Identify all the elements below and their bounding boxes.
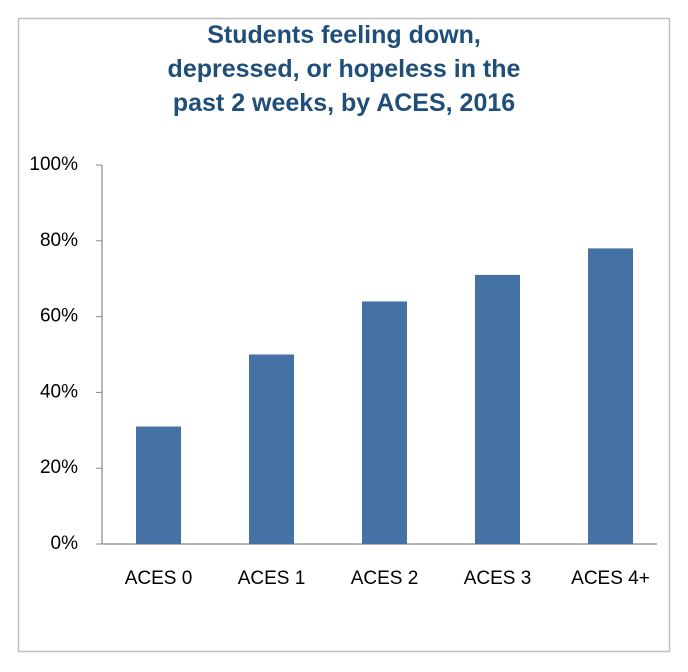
y-tick-label: 60% — [40, 306, 78, 327]
bar — [588, 248, 633, 544]
x-tick-label: ACES 4+ — [571, 568, 650, 589]
bar — [475, 274, 520, 544]
bar — [249, 354, 294, 544]
x-tick-label: ACES 1 — [238, 568, 306, 589]
y-tick-label: 0% — [51, 533, 79, 554]
y-tick-label: 40% — [40, 381, 78, 402]
y-tick-label: 100% — [29, 154, 78, 175]
y-tick-label: 20% — [40, 457, 78, 478]
y-tick-label: 80% — [40, 230, 78, 251]
bar — [136, 426, 181, 544]
chart-title: Students feeling down, depressed, or hop… — [167, 21, 521, 117]
x-tick-label: ACES 0 — [125, 568, 193, 589]
chart-frame — [17, 17, 671, 653]
bar — [362, 301, 407, 544]
x-tick-label: ACES 2 — [351, 568, 419, 589]
x-tick-label: ACES 3 — [464, 568, 532, 589]
